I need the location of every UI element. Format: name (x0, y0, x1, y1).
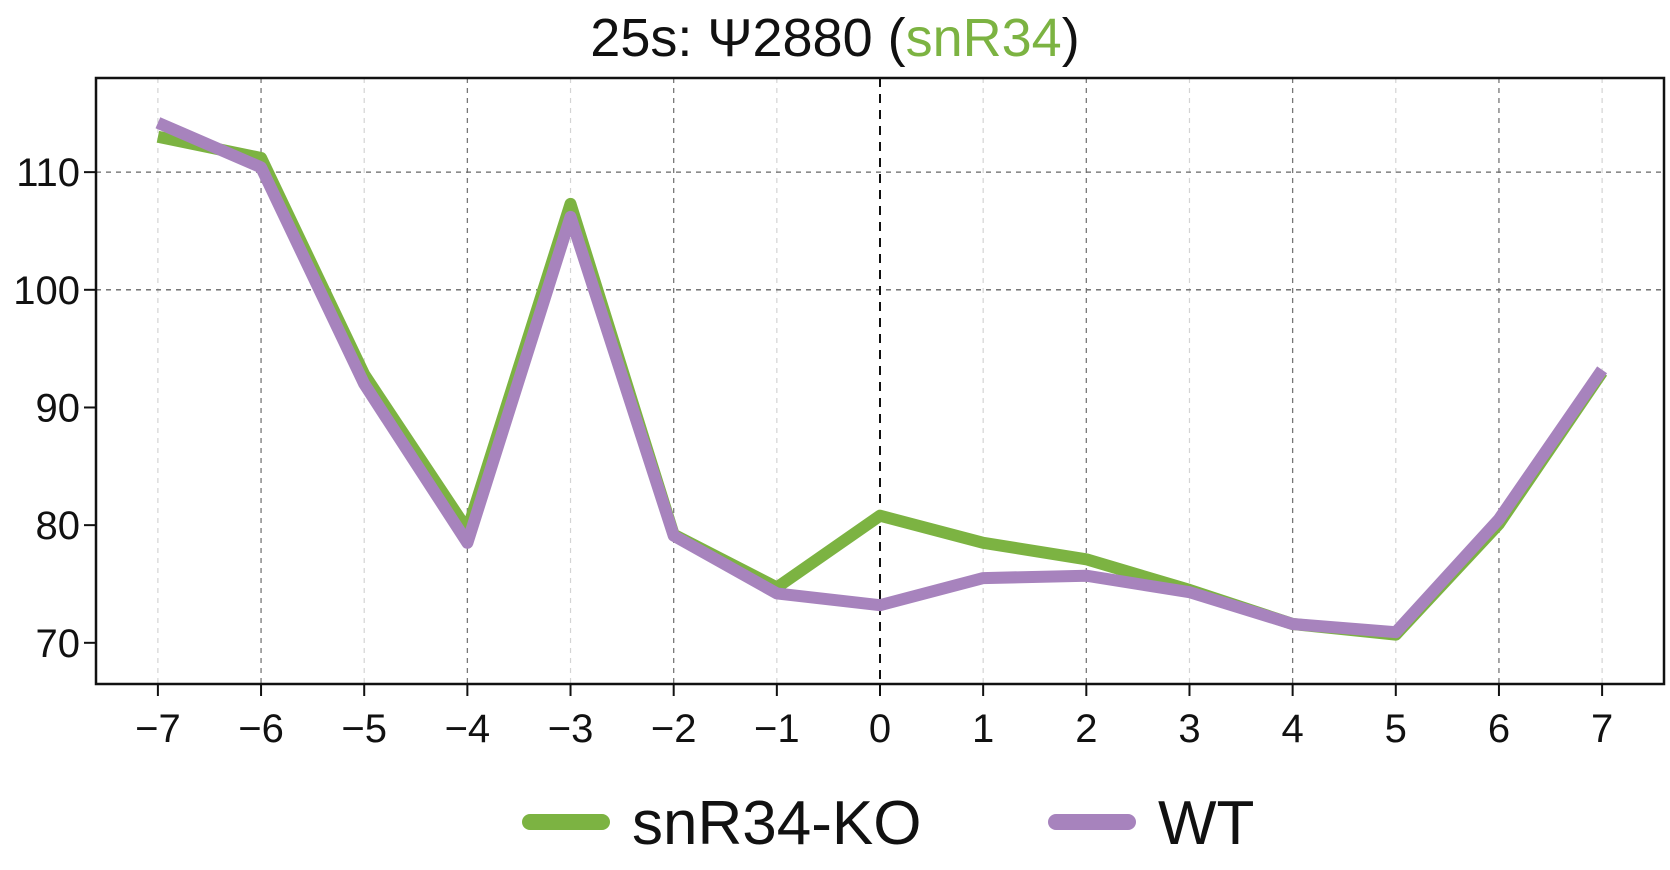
legend-label-wt: WT (1158, 789, 1254, 858)
x-tick-label: 7 (1591, 707, 1613, 751)
x-tick-label: 5 (1385, 707, 1407, 751)
x-tick-label: 0 (869, 707, 891, 751)
x-tick-label: −2 (651, 707, 697, 751)
x-tick-label: −3 (548, 707, 594, 751)
y-tick-label: 100 (13, 269, 80, 313)
x-tick-label: −7 (135, 707, 181, 751)
x-tick-label: 6 (1488, 707, 1510, 751)
x-axis: −7 −6 −5 −4 −3 −2 −1 0 1 2 3 4 5 6 7 (135, 684, 1613, 751)
y-tick-label: 70 (36, 622, 81, 666)
y-axis: 70 80 90 100 110 (13, 151, 96, 666)
legend-label-snr34-ko: snR34-KO (632, 789, 921, 858)
chart-title-suffix: ) (1062, 8, 1080, 68)
y-tick-label: 90 (36, 386, 81, 430)
x-tick-label: −5 (341, 707, 387, 751)
x-tick-label: −6 (238, 707, 284, 751)
chart-title: 25s: Ψ2880 (snR34) (590, 8, 1079, 68)
y-tick-label: 110 (16, 151, 80, 195)
x-tick-label: −4 (445, 707, 491, 751)
x-tick-label: 4 (1282, 707, 1304, 751)
series-line-wt (155, 117, 1608, 639)
x-tick-label: 1 (972, 707, 994, 751)
legend: snR34-KO WT (522, 789, 1254, 858)
series-lines (155, 117, 1608, 641)
x-tick-label: 3 (1178, 707, 1200, 751)
x-tick-label: −1 (754, 707, 800, 751)
chart-title-highlight: snR34 (906, 8, 1062, 68)
y-tick-label: 80 (36, 504, 81, 548)
chart-title-prefix: 25s: Ψ2880 ( (590, 8, 905, 68)
x-tick-label: 2 (1075, 707, 1097, 751)
